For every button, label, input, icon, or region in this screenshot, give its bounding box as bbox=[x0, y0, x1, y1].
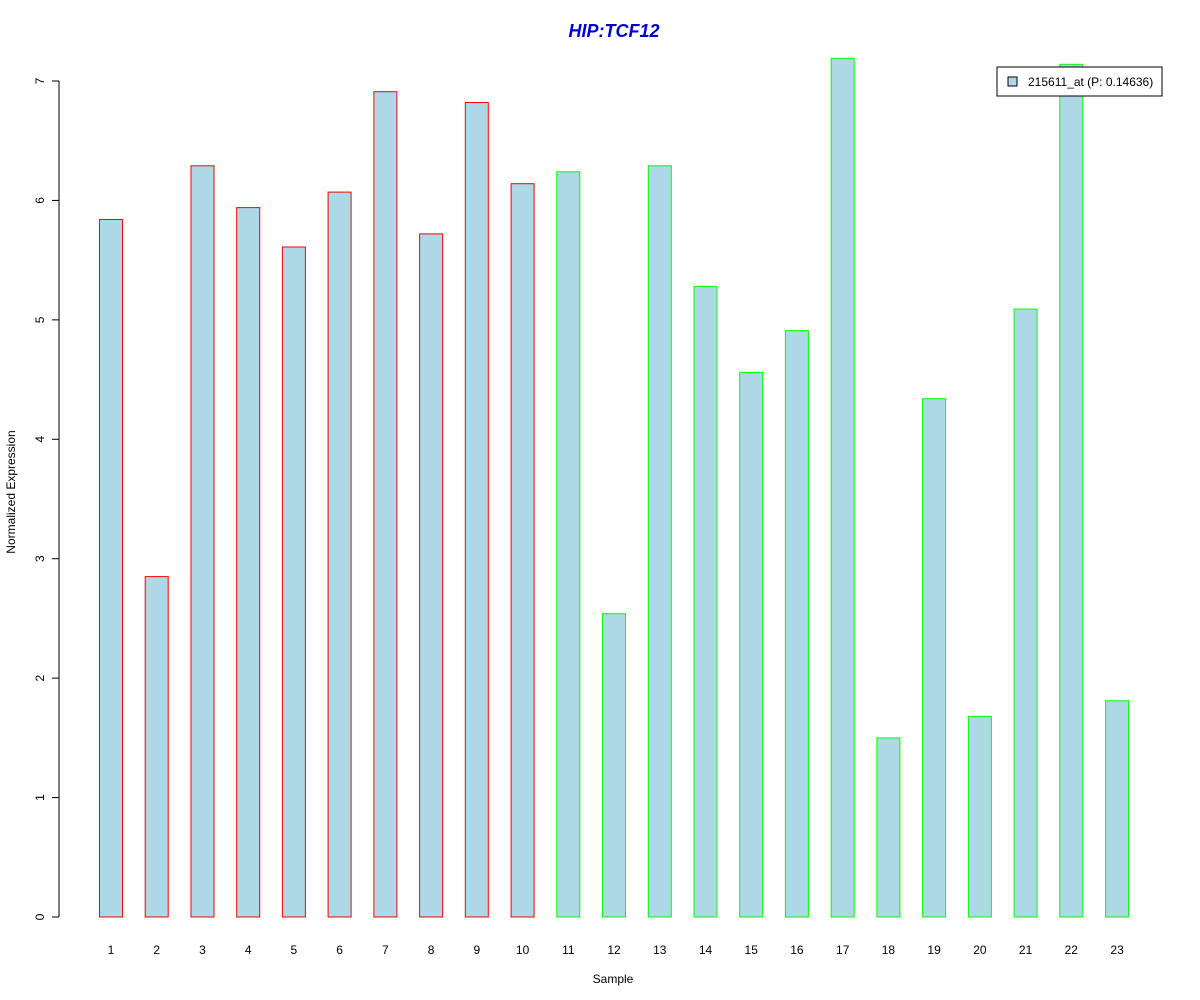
bar-sample-13 bbox=[647, 165, 672, 918]
legend-label: 215611_at (P: 0.14636) bbox=[1028, 75, 1153, 89]
y-tick-label: 4 bbox=[33, 436, 47, 443]
y-axis-title: Normalized Expression bbox=[4, 430, 18, 553]
bar-sample-19 bbox=[922, 398, 947, 918]
y-tick-label: 7 bbox=[33, 77, 47, 84]
x-tick-label: 1 bbox=[108, 943, 115, 957]
x-tick-label: 9 bbox=[473, 943, 480, 957]
legend-swatch bbox=[1007, 76, 1018, 87]
x-tick-label: 7 bbox=[382, 943, 389, 957]
x-tick-label: 17 bbox=[836, 943, 850, 957]
legend: 215611_at (P: 0.14636) bbox=[996, 66, 1163, 97]
x-tick-label: 3 bbox=[199, 943, 206, 957]
bar-sample-1 bbox=[99, 219, 123, 918]
bar-sample-12 bbox=[602, 613, 626, 918]
bar-sample-17 bbox=[830, 57, 855, 918]
x-tick-label: 14 bbox=[699, 943, 713, 957]
bar-sample-22 bbox=[1059, 63, 1084, 918]
x-tick-label: 2 bbox=[153, 943, 160, 957]
y-tick-label: 3 bbox=[33, 555, 47, 562]
x-tick-label: 15 bbox=[745, 943, 759, 957]
x-axis-title: Sample bbox=[593, 972, 634, 986]
x-tick-label: 21 bbox=[1019, 943, 1033, 957]
y-tick-label: 2 bbox=[33, 674, 47, 681]
x-tick-label: 18 bbox=[882, 943, 896, 957]
y-axis: 0 1 2 3 4 5 6 7 bbox=[33, 77, 60, 920]
x-tick-label: 19 bbox=[927, 943, 941, 957]
bar-sample-14 bbox=[693, 285, 718, 918]
bar-sample-21 bbox=[1013, 308, 1038, 918]
bar-sample-5 bbox=[281, 246, 306, 918]
y-tick-label: 0 bbox=[33, 913, 47, 920]
bar-sample-2 bbox=[144, 576, 169, 918]
chart-title: HIP:TCF12 bbox=[568, 21, 659, 41]
x-tick-label: 10 bbox=[516, 943, 530, 957]
y-tick-label: 5 bbox=[33, 316, 47, 323]
x-tick-label: 23 bbox=[1110, 943, 1124, 957]
bar-sample-15 bbox=[739, 371, 764, 918]
bar-sample-18 bbox=[876, 737, 901, 918]
bar-sample-23 bbox=[1105, 700, 1130, 918]
x-tick-label: 8 bbox=[428, 943, 435, 957]
bar-sample-9 bbox=[464, 102, 489, 918]
bar-sample-3 bbox=[190, 165, 215, 918]
x-tick-label: 5 bbox=[291, 943, 298, 957]
bar-sample-6 bbox=[327, 191, 352, 918]
y-tick-label: 6 bbox=[33, 197, 47, 204]
bar-sample-20 bbox=[967, 715, 992, 918]
bars bbox=[99, 57, 1130, 918]
y-tick-label: 1 bbox=[33, 794, 47, 801]
x-tick-label: 4 bbox=[245, 943, 252, 957]
x-tick-label: 22 bbox=[1065, 943, 1079, 957]
x-tick-label: 16 bbox=[790, 943, 804, 957]
legend-box bbox=[996, 66, 1163, 97]
x-axis-labels: 1 2 3 4 5 6 7 8 9 10 11 12 13 14 15 16 17 18 19 20 21 22 23 bbox=[108, 943, 1124, 957]
bar-sample-11 bbox=[556, 171, 581, 918]
bar-sample-10 bbox=[510, 183, 535, 918]
bar-sample-7 bbox=[373, 91, 398, 918]
x-tick-label: 6 bbox=[336, 943, 343, 957]
x-tick-label: 11 bbox=[562, 943, 575, 957]
x-tick-label: 13 bbox=[653, 943, 667, 957]
x-tick-label: 12 bbox=[607, 943, 621, 957]
bar-sample-8 bbox=[419, 233, 444, 918]
x-tick-label: 20 bbox=[973, 943, 987, 957]
bar-sample-16 bbox=[784, 330, 809, 918]
bar-sample-4 bbox=[236, 207, 261, 918]
